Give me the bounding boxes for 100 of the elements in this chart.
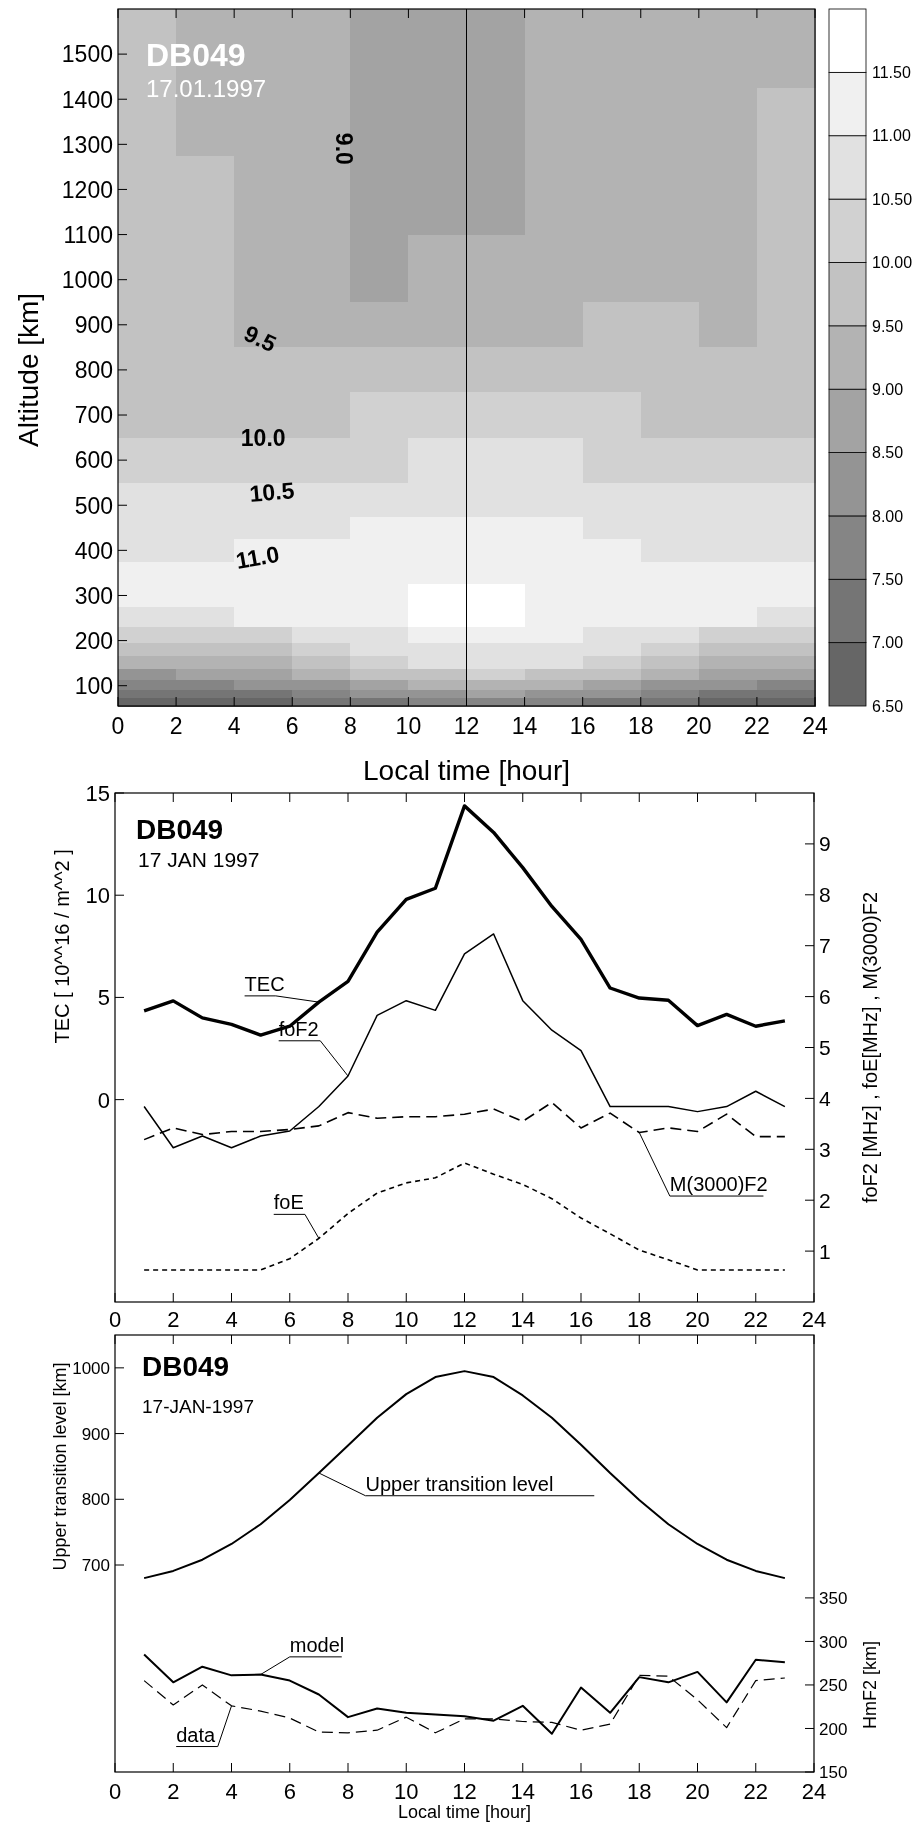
annotation: 10.0	[240, 424, 286, 451]
y-tick-label: 5	[97, 985, 110, 1011]
y-tick-label: 1100	[63, 221, 113, 248]
color-bar-label: 10.00	[872, 254, 912, 272]
series-label: foE	[273, 1191, 304, 1214]
y2-tick-label: 6	[819, 985, 831, 1009]
x-tick-label: 4	[225, 1779, 238, 1804]
y-tick-label: 900	[74, 312, 113, 339]
x-tick-label: 22	[744, 713, 770, 739]
y2-axis-title: HmF2 [km]	[860, 1640, 881, 1729]
y2-tick-label: 3	[819, 1137, 831, 1161]
x-tick-label: 18	[627, 713, 654, 739]
x-tick-label: 24	[801, 1307, 827, 1332]
series-label: M(3000)F2	[669, 1173, 768, 1196]
y2-tick-label: 7	[819, 934, 831, 958]
x-tick-label: 20	[686, 713, 712, 739]
x-tick-label: 12	[453, 713, 480, 739]
x-tick-label: 18	[627, 1307, 652, 1332]
y-axis-title: TEC [ 10^^16 / m^^2 ]	[51, 849, 74, 1044]
x-tick-label: 20	[685, 1307, 710, 1332]
y-tick-label: 10	[85, 883, 110, 909]
color-bar-label: 11.00	[872, 127, 911, 145]
legend-label: Upper transition level	[365, 1472, 554, 1495]
color-bar-label: 11.50	[872, 64, 911, 82]
y-tick-label: 1200	[61, 176, 113, 203]
y2-tick-label: 250	[819, 1676, 848, 1696]
y-tick-label: 15	[85, 780, 110, 806]
y-tick-label: 0	[97, 1087, 110, 1113]
y2-tick-label: 350	[819, 1589, 848, 1609]
text: DB049	[136, 814, 224, 845]
x-tick-label: 8	[341, 1779, 355, 1804]
y-tick-label: 300	[74, 582, 113, 609]
y-tick-label: 1400	[61, 86, 113, 113]
y-tick-label: 500	[74, 492, 113, 519]
y-tick-label: 1500	[61, 41, 113, 68]
color-bar-label: 7.00	[872, 634, 904, 652]
x-tick-label: 6	[283, 1779, 296, 1804]
y-axis-title: Upper transition level [km]	[50, 1362, 71, 1571]
series-label: TEC	[244, 972, 285, 995]
y-tick-label: 400	[74, 537, 113, 564]
y2-tick-label: 5	[819, 1036, 831, 1060]
color-bar-label: 6.50	[872, 697, 904, 715]
text: 17-JAN-1997	[142, 1396, 254, 1417]
y-tick-label: 900	[81, 1424, 110, 1444]
x-tick-label: 12	[452, 1779, 477, 1804]
x-tick-label: 14	[510, 1779, 535, 1804]
x-axis-title: Local time [hour]	[397, 1802, 532, 1822]
y2-tick-label: 4	[819, 1086, 831, 1110]
x-tick-label: 22	[743, 1779, 768, 1804]
color-bar-label: 7.50	[872, 571, 904, 589]
y-tick-label: 800	[74, 357, 113, 384]
annotation: 9.5	[240, 320, 281, 358]
x-tick-label: 4	[227, 713, 241, 739]
x-tick-label: 18	[627, 1779, 652, 1804]
x-tick-label: 20	[685, 1779, 710, 1804]
color-bar-label: 8.00	[872, 507, 904, 525]
y-tick-label: 200	[74, 627, 113, 654]
text: DB049	[142, 1351, 230, 1382]
x-tick-label: 6	[283, 1307, 296, 1332]
color-bar-label: 10.50	[872, 190, 912, 208]
x-tick-label: 14	[510, 1307, 535, 1332]
series-label: model	[289, 1633, 345, 1656]
line-series	[143, 1162, 786, 1271]
y-tick-label: 700	[81, 1556, 110, 1576]
x-tick-label: 16	[568, 1779, 594, 1804]
color-bar-label: 9.00	[872, 380, 904, 398]
x-tick-label: 16	[569, 713, 596, 739]
x-tick-label: 14	[511, 713, 538, 739]
y-tick-label: 700	[74, 402, 113, 429]
color-bar-label: 8.50	[872, 444, 904, 462]
x-tick-label: 10	[394, 1779, 419, 1804]
y2-axis-title: foF2 [MHz] , foE[MHz] , M(3000)F2	[859, 891, 882, 1204]
y-tick-label: 100	[74, 672, 113, 699]
x-tick-label: 2	[167, 1779, 180, 1804]
y2-tick-label: 1	[819, 1239, 831, 1263]
x-tick-label: 24	[802, 713, 828, 739]
x-tick-label: 10	[395, 713, 422, 739]
x-tick-label: 22	[743, 1307, 768, 1332]
x-axis-title: Local time [hour]	[363, 755, 570, 786]
y2-tick-label: 8	[819, 883, 831, 907]
line-series	[143, 933, 786, 1149]
text: 17 JAN 1997	[138, 848, 260, 871]
y2-tick-label: 300	[819, 1632, 848, 1652]
x-tick-label: 12	[452, 1307, 477, 1332]
text: DB049	[146, 37, 246, 73]
y-tick-label: 1300	[61, 131, 113, 158]
annotation: 10.5	[248, 477, 296, 507]
x-tick-label: 2	[167, 1307, 180, 1332]
color-bar-label: 9.50	[872, 317, 904, 335]
y2-tick-label: 200	[819, 1719, 848, 1739]
x-tick-label: 6	[285, 713, 299, 739]
x-tick-label: 2	[169, 713, 183, 739]
text: 17.01.1997	[146, 75, 267, 102]
annotation: 11.0	[233, 540, 282, 574]
x-tick-label: 4	[225, 1307, 238, 1332]
x-tick-label: 8	[341, 1307, 355, 1332]
y-tick-label: 1000	[61, 266, 113, 293]
y-axis-title: Altitude [km]	[13, 292, 45, 447]
x-tick-label: 10	[394, 1307, 419, 1332]
y-tick-label: 600	[74, 447, 113, 474]
